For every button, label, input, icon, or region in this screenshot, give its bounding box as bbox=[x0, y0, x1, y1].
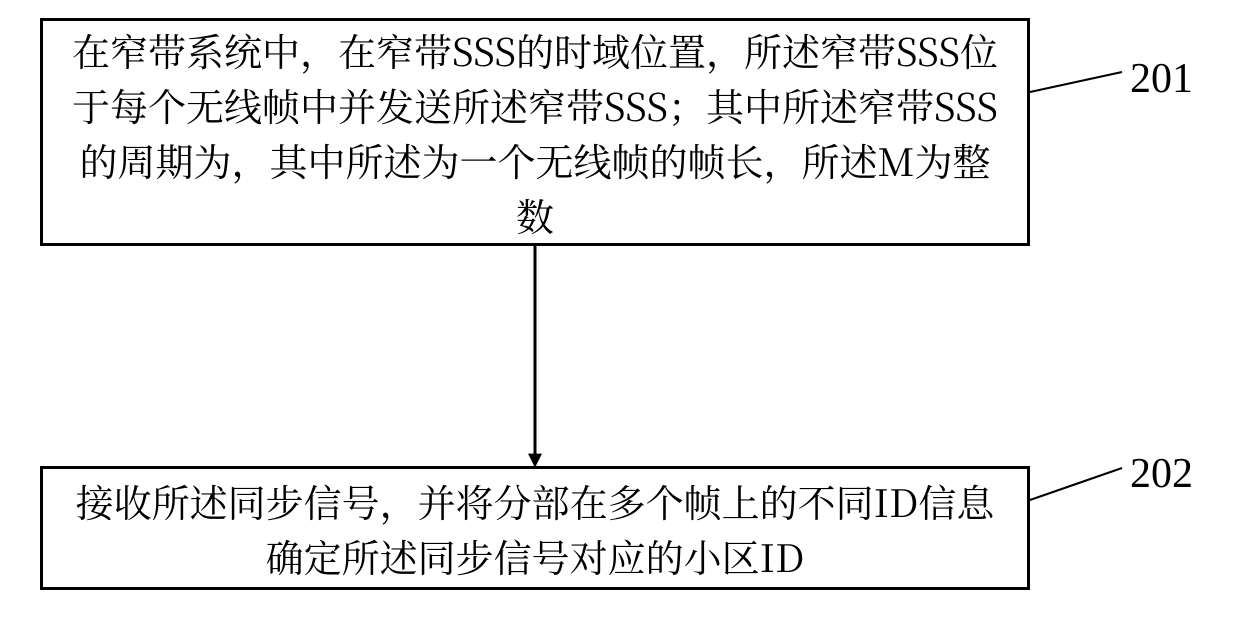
flow-node-step-201: 在窄带系统中，在窄带SSS的时域位置，所述窄带SSS位于每个无线帧中并发送所述窄… bbox=[40, 18, 1030, 246]
label-connector bbox=[1030, 72, 1122, 92]
flow-node-text: 接收所述同步信号，并将分部在多个帧上的不同ID信息确定所述同步信号对应的小区ID bbox=[63, 473, 1007, 583]
step-label-202: 202 bbox=[1130, 450, 1193, 498]
flowchart-canvas: 在窄带系统中，在窄带SSS的时域位置，所述窄带SSS位于每个无线帧中并发送所述窄… bbox=[0, 0, 1240, 635]
flow-node-text: 在窄带系统中，在窄带SSS的时域位置，所述窄带SSS位于每个无线帧中并发送所述窄… bbox=[63, 22, 1007, 242]
step-label-201: 201 bbox=[1130, 55, 1193, 103]
label-connector bbox=[1030, 468, 1122, 500]
flow-node-step-202: 接收所述同步信号，并将分部在多个帧上的不同ID信息确定所述同步信号对应的小区ID bbox=[40, 466, 1030, 590]
